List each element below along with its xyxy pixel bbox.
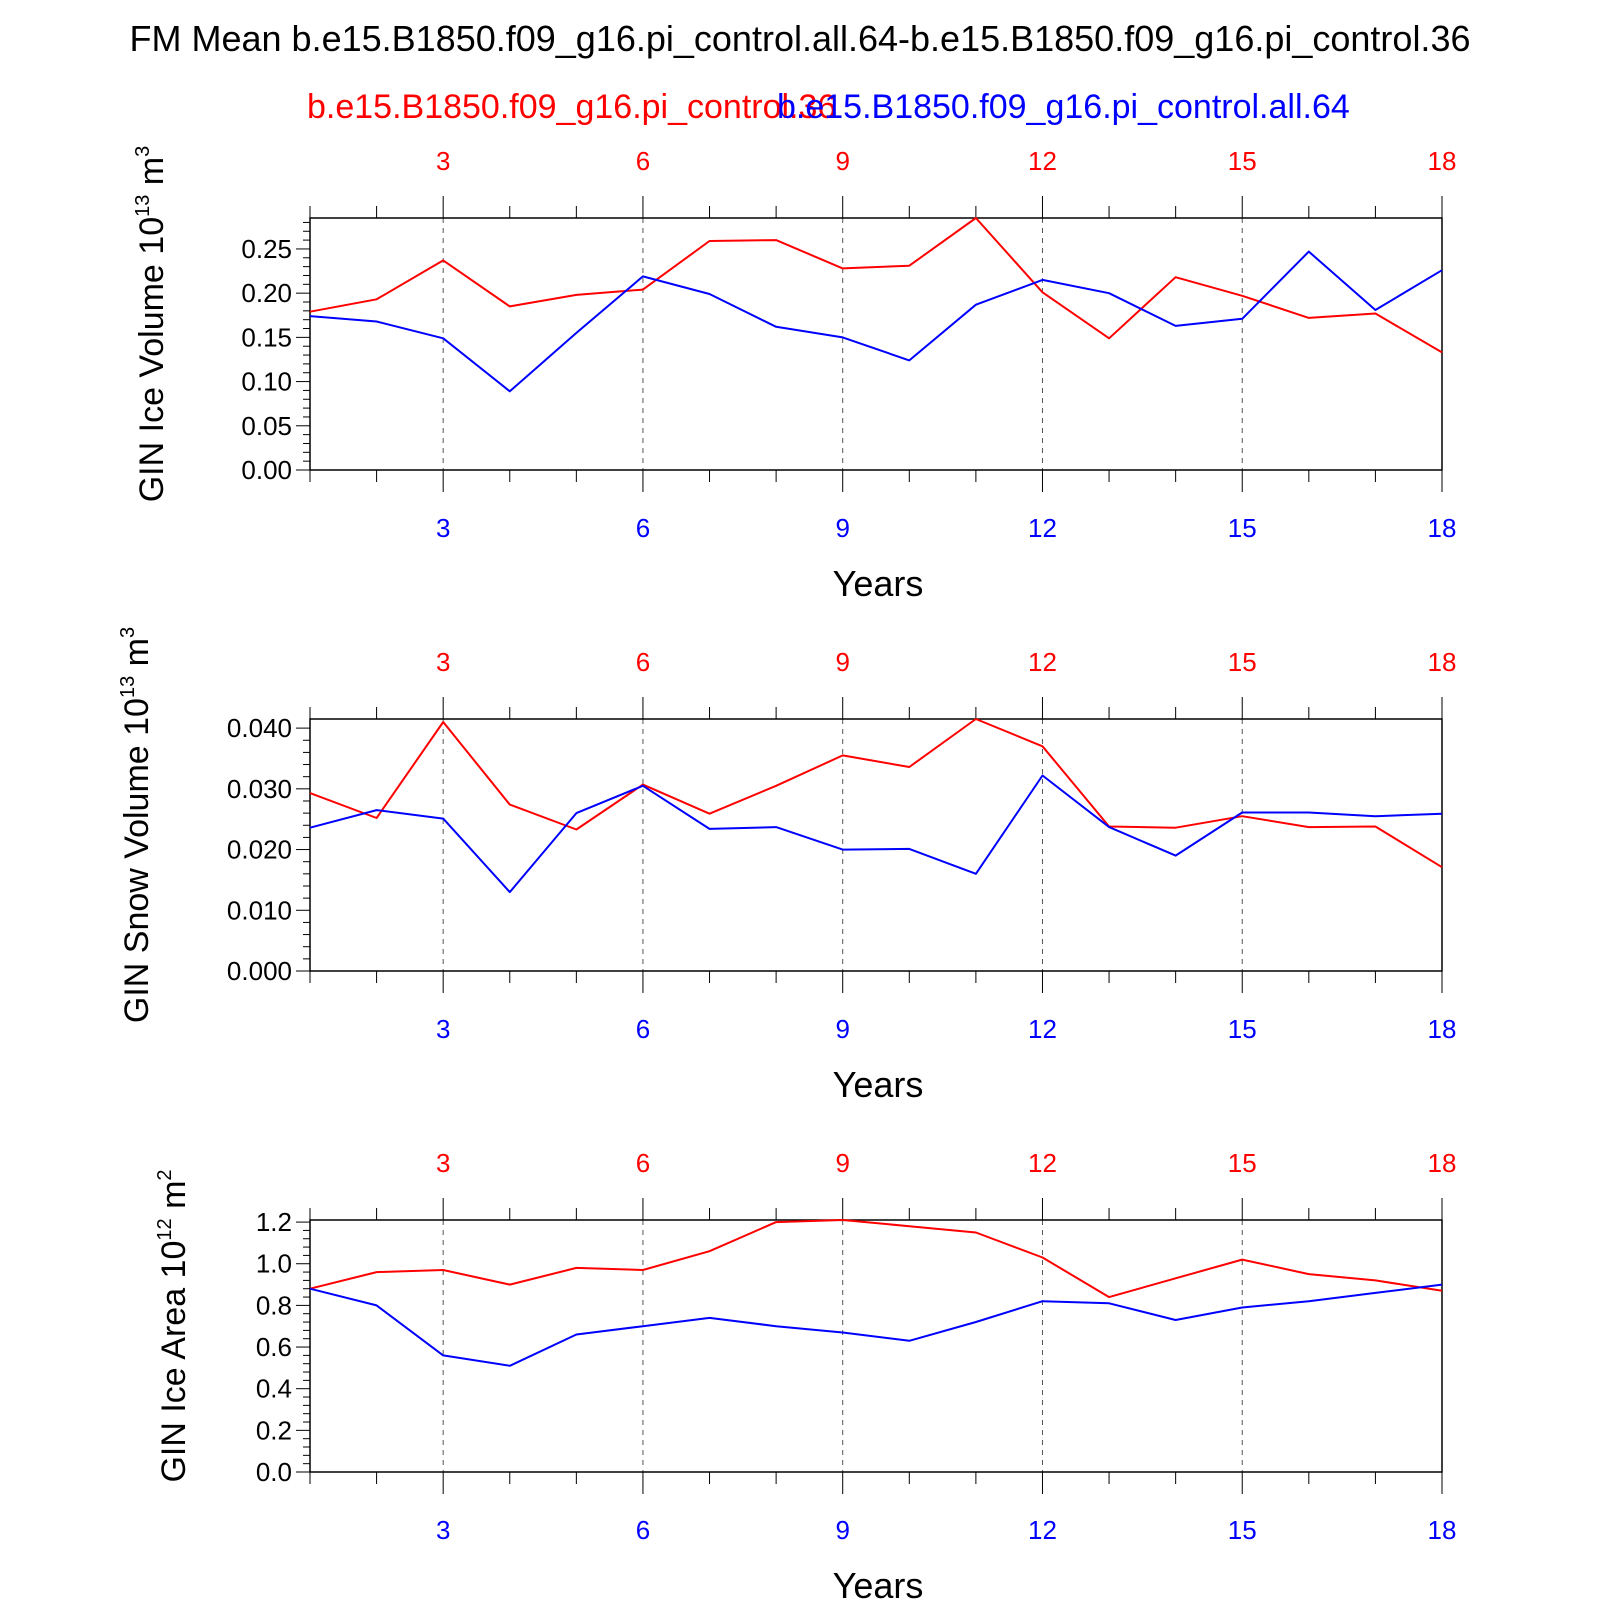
y-tick-label: 0.020 — [227, 835, 292, 865]
x-tick-label-bottom: 6 — [636, 513, 650, 543]
y-axis-label: GIN Snow Volume 1013 m3 — [117, 627, 156, 1023]
x-tick-label-bottom: 9 — [835, 1014, 849, 1044]
x-tick-label-top: 9 — [835, 647, 849, 677]
x-tick-label-bottom: 18 — [1428, 513, 1457, 543]
y-tick-label: 0.00 — [241, 455, 292, 485]
y-tick-label: 0.6 — [256, 1332, 292, 1362]
x-tick-label-top: 9 — [835, 146, 849, 176]
x-tick-label-top: 15 — [1228, 1148, 1257, 1178]
series-a-line — [309, 217, 1443, 354]
x-tick-label-bottom: 9 — [835, 513, 849, 543]
y-axis-label: GIN Ice Volume 1013 m3 — [132, 146, 171, 503]
y-tick-label: 0.2 — [256, 1415, 292, 1445]
x-tick-label-top: 12 — [1028, 647, 1057, 677]
series-a-line — [309, 718, 1443, 869]
x-tick-label-bottom: 6 — [636, 1014, 650, 1044]
x-axis-label: Years — [833, 563, 924, 604]
x-tick-label-top: 15 — [1228, 647, 1257, 677]
x-tick-label-top: 3 — [436, 1148, 450, 1178]
y-tick-label: 0.0 — [256, 1457, 292, 1487]
x-tick-label-top: 18 — [1428, 647, 1457, 677]
y-tick-label: 0.040 — [227, 713, 292, 743]
series-b-line — [309, 774, 1443, 894]
x-tick-label-bottom: 12 — [1028, 1515, 1057, 1545]
x-tick-label-bottom: 12 — [1028, 513, 1057, 543]
x-tick-label-top: 18 — [1428, 1148, 1457, 1178]
x-axis-label: Years — [833, 1064, 924, 1105]
series-b-line — [309, 1283, 1443, 1367]
x-tick-label-bottom: 12 — [1028, 1014, 1057, 1044]
plot-frame — [309, 217, 1443, 471]
y-tick-label: 0.030 — [227, 774, 292, 804]
x-tick-label-top: 3 — [436, 146, 450, 176]
x-tick-label-top: 6 — [636, 1148, 650, 1178]
x-tick-label-top: 6 — [636, 647, 650, 677]
y-tick-label: 0.8 — [256, 1290, 292, 1320]
x-tick-label-bottom: 3 — [436, 513, 450, 543]
chart-title: FM Mean b.e15.B1850.f09_g16.pi_control.a… — [129, 18, 1471, 59]
series-b-legend-label: b.e15.B1850.f09_g16.pi_control.all.64 — [777, 88, 1350, 126]
y-axis-label: GIN Ice Area 1012 m2 — [154, 1169, 193, 1482]
x-tick-label-top: 3 — [436, 647, 450, 677]
x-tick-label-bottom: 9 — [835, 1515, 849, 1545]
x-tick-label-bottom: 3 — [436, 1014, 450, 1044]
x-tick-label-top: 6 — [636, 146, 650, 176]
y-tick-label: 0.15 — [241, 322, 292, 352]
x-tick-label-bottom: 18 — [1428, 1014, 1457, 1044]
series-a-line — [309, 1219, 1443, 1299]
y-tick-label: 0.000 — [227, 956, 292, 986]
y-tick-label: 1.2 — [256, 1207, 292, 1237]
plot-frame — [309, 1219, 1443, 1473]
series-a-legend-label: b.e15.B1850.f09_g16.pi_control.36 — [307, 88, 837, 126]
x-tick-label-top: 15 — [1228, 146, 1257, 176]
x-tick-label-bottom: 18 — [1428, 1515, 1457, 1545]
x-tick-label-bottom: 3 — [436, 1515, 450, 1545]
x-tick-label-bottom: 15 — [1228, 513, 1257, 543]
x-tick-label-bottom: 15 — [1228, 1515, 1257, 1545]
series-b-line — [309, 250, 1443, 393]
y-tick-label: 0.4 — [256, 1374, 292, 1404]
y-tick-label: 1.0 — [256, 1249, 292, 1279]
y-tick-label: 0.010 — [227, 895, 292, 925]
y-tick-label: 0.10 — [241, 367, 292, 397]
x-tick-label-bottom: 15 — [1228, 1014, 1257, 1044]
y-tick-label: 0.25 — [241, 234, 292, 264]
x-tick-label-top: 12 — [1028, 1148, 1057, 1178]
y-tick-label: 0.20 — [241, 278, 292, 308]
x-tick-label-top: 9 — [835, 1148, 849, 1178]
y-tick-label: 0.05 — [241, 411, 292, 441]
x-tick-label-bottom: 6 — [636, 1515, 650, 1545]
x-tick-label-top: 18 — [1428, 146, 1457, 176]
x-tick-label-top: 12 — [1028, 146, 1057, 176]
plot-frame — [309, 718, 1443, 972]
x-axis-label: Years — [833, 1565, 924, 1600]
